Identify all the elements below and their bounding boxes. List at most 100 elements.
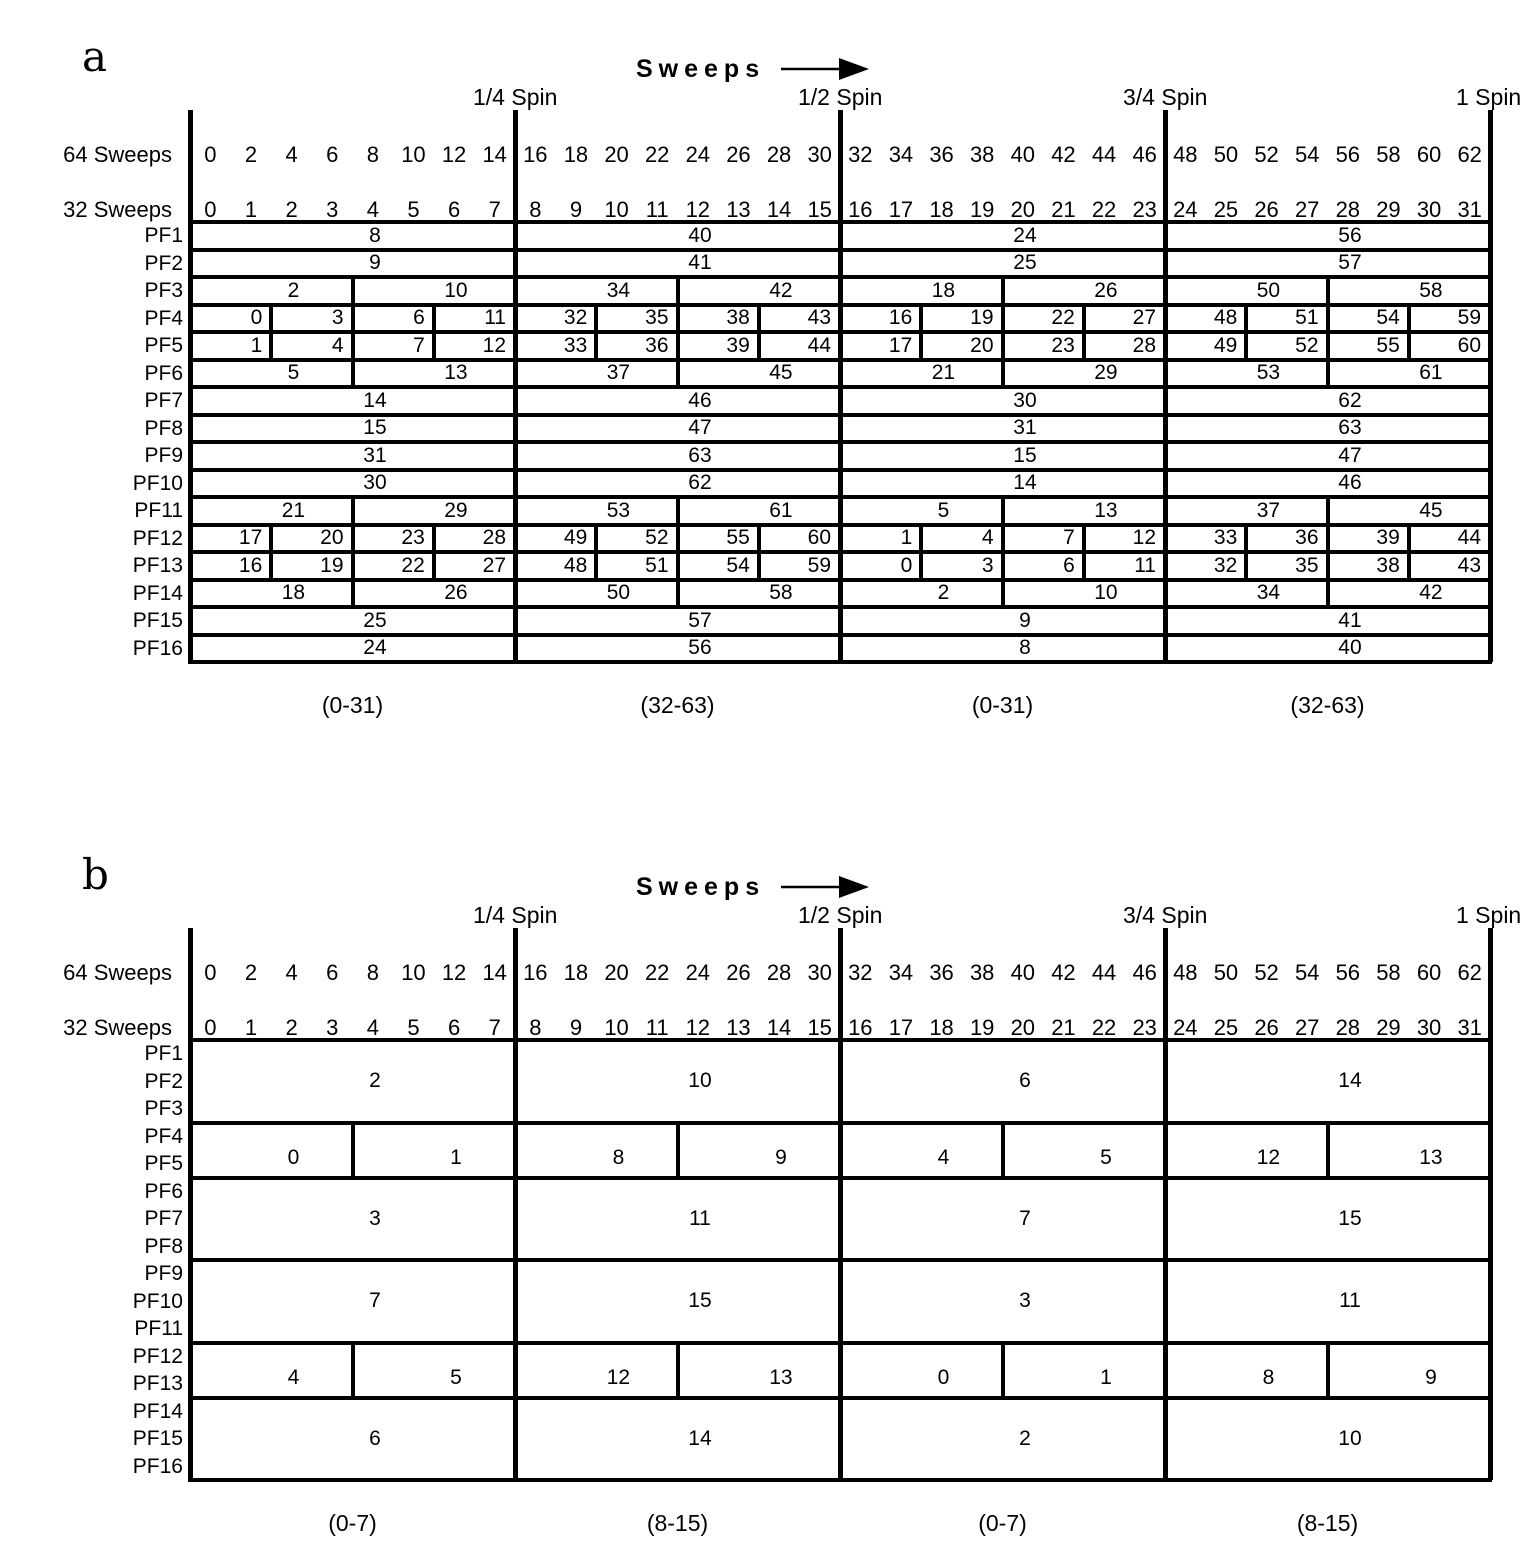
pf-cell-value: 14: [363, 388, 387, 412]
axis-32-tick: 2: [285, 1015, 298, 1040]
pf-cell-value: 24: [363, 636, 387, 660]
pf-cell-value: 37: [1256, 498, 1281, 522]
pf-cell-value: 36: [645, 333, 669, 357]
axis-32-tick: 1: [244, 197, 258, 222]
pf-cell-value: 25: [363, 608, 387, 632]
axis-64-tick: 4: [285, 960, 298, 985]
pf-cell-value: 33: [1213, 526, 1238, 550]
pf-cell-value: 12: [1256, 1146, 1281, 1170]
axis-64-tick: 52: [1254, 142, 1279, 167]
spin-line: [187, 928, 193, 1480]
axis-32-tick: 12: [685, 197, 711, 222]
axis-32-tick: 25: [1213, 197, 1239, 222]
pf-cell-value: 24: [1013, 223, 1037, 247]
axis-32-tick: 23: [1132, 197, 1157, 222]
pf-cell-value: 45: [769, 361, 793, 385]
pf-cell-value: 39: [1376, 526, 1400, 550]
pf-row-label: PF12: [132, 526, 183, 550]
axis-32-tick: 5: [407, 197, 420, 222]
pf-cell-value: 60: [1457, 333, 1481, 357]
axis-64-tick: 18: [563, 960, 589, 985]
axis-64-tick: 40: [1010, 142, 1036, 167]
pf-cell-value: 4: [331, 333, 344, 357]
axis-32-tick: 18: [929, 197, 954, 222]
axis-64-tick: 20: [604, 142, 629, 167]
axis-64-tick: 48: [1173, 960, 1198, 985]
pf-row-label: PF7: [144, 1207, 183, 1230]
pf-cell-value: 62: [1338, 388, 1362, 412]
pf-cell-value: 8: [612, 1146, 625, 1170]
spin-line: [837, 110, 843, 662]
pf-row-label: PF16: [132, 636, 183, 660]
axis-64-tick: 56: [1335, 142, 1361, 167]
pf-cell-value: 5: [1100, 1146, 1112, 1170]
pf-cell-value: 39: [726, 333, 750, 357]
axis-64-tick: 12: [441, 142, 467, 167]
pf-cell: 8: [838, 632, 1167, 664]
pf-cell-value: 53: [1256, 361, 1281, 385]
pf-cell-value: 58: [1419, 278, 1443, 302]
axis-32-tick: 15: [807, 1015, 832, 1040]
axis-32-tick: 8: [529, 197, 542, 222]
axis-64-label: 64 Sweeps: [63, 142, 172, 167]
pf-cell-value: 4: [937, 1146, 950, 1170]
axis-32-tick: 0: [204, 1015, 217, 1040]
pf-row-label: PF13: [132, 1372, 183, 1395]
pf-cell-value: 22: [401, 553, 425, 577]
axis-32-tick: 30: [1416, 197, 1442, 222]
pf-row-label: PF11: [134, 499, 183, 522]
axis-32-tick: 13: [726, 1015, 751, 1040]
axis-32-tick: 13: [726, 197, 751, 222]
axis-64-tick: 28: [766, 960, 792, 985]
axis-64-tick: 26: [726, 142, 751, 167]
axis-32-tick: 29: [1376, 197, 1401, 222]
pf-cell: 56: [513, 632, 842, 664]
pf-cell: 4: [838, 1120, 1005, 1180]
pf-cell-value: 22: [1051, 306, 1075, 330]
pf-cell: 7: [188, 1258, 517, 1345]
pf-cell-value: 2: [1019, 1426, 1031, 1450]
pf-cell-value: 30: [363, 471, 387, 495]
spin-line: [1487, 110, 1493, 662]
pf-cell-value: 14: [1338, 1069, 1362, 1093]
pf-cell: 12: [513, 1340, 680, 1400]
pf-cell-value: 52: [645, 526, 669, 550]
axis-32-tick: 31: [1457, 197, 1482, 222]
pf-cell-value: 41: [688, 251, 712, 275]
spin-label: 1 Spin: [1456, 84, 1522, 110]
pf-cell-value: 7: [1063, 526, 1075, 550]
pf-cell-value: 18: [281, 581, 306, 605]
pf-cell: 13: [1325, 1120, 1492, 1180]
pf-cell: 15: [1163, 1175, 1492, 1262]
pf-cell: 5: [1000, 1120, 1167, 1180]
pf-cell-value: 11: [484, 306, 506, 330]
pf-cell-value: 34: [606, 278, 631, 302]
pf-cell: 3: [838, 1258, 1167, 1345]
pf-cell: 0: [188, 1120, 355, 1180]
pf-row-label: PF15: [132, 609, 183, 632]
range-label: (0-7): [328, 1510, 377, 1536]
axis-64-tick: 34: [888, 142, 914, 167]
axis-64-tick: 46: [1132, 960, 1157, 985]
axis-32-tick: 20: [1010, 1015, 1036, 1040]
pf-cell-value: 6: [413, 306, 425, 330]
axis-64-tick: 54: [1294, 142, 1320, 167]
pf-cell-value: 0: [287, 1146, 300, 1170]
pf-cell-value: 19: [320, 553, 344, 577]
pf-cell-value: 1: [250, 333, 263, 357]
pf-row-label: PF15: [132, 1427, 183, 1450]
axis-32-tick: 26: [1254, 1015, 1279, 1040]
pf-cell: 11: [1163, 1258, 1492, 1345]
pf-cell-value: 51: [645, 553, 669, 577]
axis-64-tick: 54: [1294, 960, 1320, 985]
axis-64-tick: 16: [523, 960, 548, 985]
pf-cell-value: 57: [1338, 251, 1362, 275]
pf-cell-value: 3: [331, 306, 344, 330]
pf-row-label: PF9: [144, 444, 183, 467]
pf-cell-value: 56: [688, 636, 712, 660]
range-label: (0-31): [971, 692, 1034, 718]
pf-cell-value: 6: [1019, 1069, 1031, 1093]
pf-cell: 8: [1163, 1340, 1330, 1400]
pf-cell: 10: [513, 1038, 842, 1125]
axis-64-tick: 42: [1051, 142, 1076, 167]
